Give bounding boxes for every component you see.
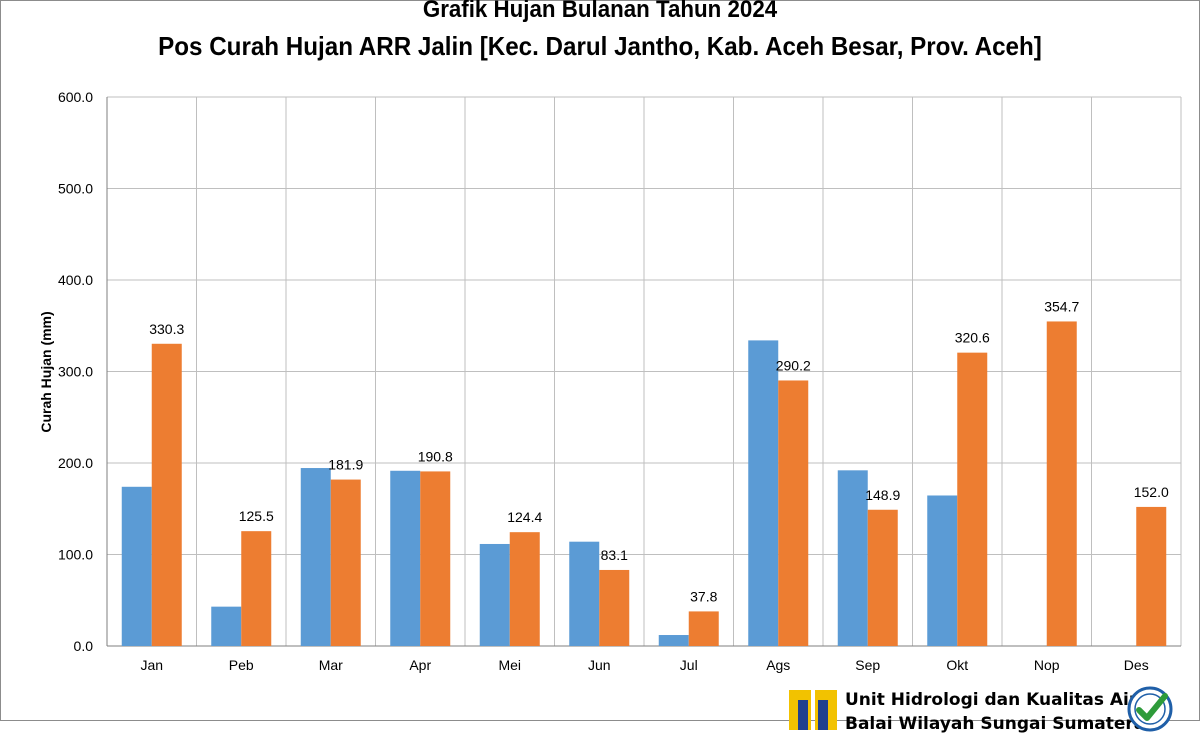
y-tick-label: 500.0 (58, 181, 93, 197)
y-tick-label: 600.0 (58, 89, 93, 105)
x-tick-label: Okt (946, 657, 968, 673)
bar-series-1 (121, 486, 152, 646)
bar-series-2 (330, 479, 361, 646)
footer-unit-name: Unit Hidrologi dan Kualitas Air (845, 690, 1138, 710)
bar-series-1 (390, 470, 421, 646)
data-label: 83.1 (601, 547, 628, 563)
bar-series-1 (300, 468, 331, 646)
x-tick-label: Mei (498, 657, 521, 673)
y-tick-label: 200.0 (58, 455, 93, 471)
x-tick-label: Sep (855, 657, 880, 673)
y-axis-label: Curah Hujan (mm) (38, 311, 54, 432)
x-tick-label: Peb (229, 657, 254, 673)
bar-series-2 (778, 380, 809, 646)
bar-series-2 (151, 343, 182, 646)
data-label: 124.4 (507, 509, 542, 525)
bar-series-2 (420, 471, 451, 646)
x-tick-label: Des (1124, 657, 1149, 673)
bar-series-2 (599, 569, 630, 646)
chart-title: Grafik Hujan Bulanan Tahun 2024 (422, 0, 778, 23)
data-label: 290.2 (776, 357, 811, 373)
data-label: 152.0 (1134, 484, 1169, 500)
bar-series-1 (211, 606, 242, 646)
footer-office-name: Balai Wilayah Sungai Sumatera I (845, 714, 1158, 734)
data-label: 330.3 (149, 321, 184, 337)
chart-subtitle: Pos Curah Hujan ARR Jalin [Kec. Darul Ja… (158, 31, 1042, 61)
data-label: 181.9 (328, 457, 363, 473)
data-label: 354.7 (1044, 298, 1079, 314)
bar-series-1 (927, 495, 958, 646)
y-tick-label: 300.0 (58, 364, 93, 380)
x-tick-label: Apr (409, 657, 431, 673)
bar-series-1 (658, 635, 689, 646)
pu-logo-icon (789, 690, 837, 730)
y-tick-label: 0.0 (74, 638, 94, 654)
x-tick-label: Jul (680, 657, 698, 673)
y-tick-label: 100.0 (58, 547, 93, 563)
x-tick-label: Jan (140, 657, 163, 673)
data-label: 37.8 (690, 588, 717, 604)
bar-series-2 (867, 509, 898, 646)
data-label: 125.5 (239, 508, 274, 524)
bar-series-1 (569, 541, 600, 646)
x-tick-label: Ags (766, 657, 790, 673)
x-tick-label: Jun (588, 657, 611, 673)
bar-series-2 (509, 532, 540, 646)
x-tick-label: Mar (319, 657, 343, 673)
bar-series-2 (241, 531, 272, 646)
x-tick-label: Nop (1034, 657, 1060, 673)
iso-certification-icon (1127, 686, 1173, 732)
data-label: 320.6 (955, 330, 990, 346)
bar-series-2 (957, 352, 988, 646)
y-tick-label: 400.0 (58, 272, 93, 288)
bar-series-2 (1046, 321, 1077, 646)
bar-series-2 (1136, 506, 1167, 646)
data-label: 148.9 (865, 487, 900, 503)
bar-series-1 (479, 543, 510, 646)
bar-series-2 (688, 611, 719, 646)
data-label: 190.8 (418, 448, 453, 464)
bar-series-1 (837, 470, 868, 646)
bar-series-1 (748, 340, 779, 646)
